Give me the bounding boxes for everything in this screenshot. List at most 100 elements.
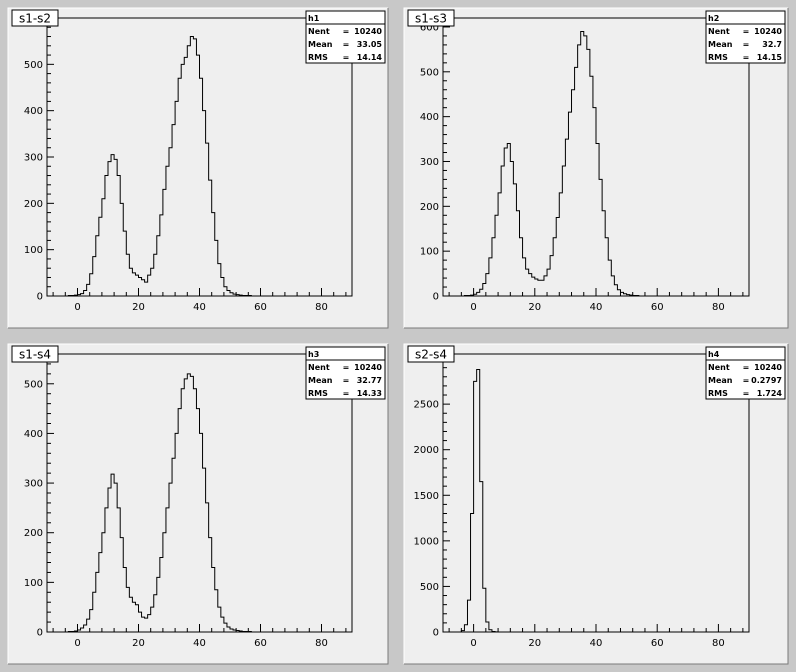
y-tick-label: 300 [420,157,439,168]
pad-bevel-dark [8,8,389,329]
x-tick-label: 80 [712,302,725,313]
y-tick-label: 400 [420,112,439,123]
stats-row-value: 14.33 [357,389,382,398]
pad-bevel-dark [404,8,789,329]
stats-row-label: Mean [708,376,733,385]
stats-box: h3 Nent = 10240 Mean = 32.77 RMS = 14.33 [305,346,386,400]
stats-row-equals: = [743,389,750,398]
x-tick-label: 20 [528,302,541,313]
y-tick-label: 100 [24,245,43,256]
histogram-line [460,368,499,633]
y-tick-label: 0 [433,292,439,303]
y-tick-label: 1500 [414,491,439,502]
stats-row-value: 1.724 [757,389,783,398]
stats-box-frame [705,10,786,64]
y-tick-label: 200 [24,199,43,210]
x-tick-label: 60 [254,302,267,313]
x-tick-label: 40 [193,638,206,649]
stats-row-equals: = [343,389,350,398]
y-tick-label: 2500 [414,400,439,411]
stats-row-equals: = [343,376,350,385]
histogram-title: s1-s4 [19,348,51,362]
stats-row-equals: = [343,53,350,62]
y-tick-label: 0 [37,292,43,303]
x-tick-label: 40 [193,302,206,313]
x-tick-label: 60 [254,638,267,649]
title-box: s2-s4 [407,345,455,363]
title-box-frame [11,345,59,363]
pad-s1-s2: 0 100 200 300 400 500 0 20 40 60 80 s1-s2 h1 Nent = 102… [7,7,389,329]
stats-box: h4 Nent = 10240 Mean = 0.2797 RMS = 1.724 [705,346,786,400]
title-box-frame [407,9,455,27]
y-tick-label: 1000 [414,536,439,547]
stats-row-equals: = [743,53,750,62]
stats-row-value: 33.05 [357,40,383,49]
x-tick-label: 80 [315,638,328,649]
stats-row-label: Mean [308,376,333,385]
y-tick-label: 100 [420,247,439,258]
y-tick-label: 400 [24,106,43,117]
x-tick-label: 0 [470,302,476,313]
x-tick-label: 0 [74,638,80,649]
x-tick-label: 60 [651,302,664,313]
stats-name: h2 [708,14,719,23]
x-tick-label: 80 [315,302,328,313]
stats-row-value: 14.14 [357,53,383,62]
stats-box-frame [705,346,786,400]
stats-row-label: Nent [708,363,730,372]
stats-box-frame [305,10,386,64]
stats-box: h2 Nent = 10240 Mean = 32.7 RMS = 14.15 [705,10,786,64]
stats-row-equals: = [743,376,750,385]
pad-bevel-light [403,343,788,664]
stats-row-label: RMS [708,53,728,62]
stats-row-label: RMS [308,53,328,62]
pad-bevel-light [7,7,388,328]
x-tick-label: 40 [590,638,603,649]
stats-row-equals: = [743,363,750,372]
histogram-title: s1-s2 [19,12,51,26]
histogram-title: s1-s3 [415,12,447,26]
stats-name: h3 [308,350,319,359]
stats-box-frame [305,346,386,400]
stats-row-value: 0.2797 [751,376,782,385]
title-box: s1-s4 [11,345,59,363]
stats-box: h1 Nent = 10240 Mean = 33.05 RMS = 14.14 [305,10,386,64]
histogram-title: s2-s4 [415,348,447,362]
stats-name: h1 [308,14,320,23]
stats-row-value: 32.77 [357,376,382,385]
y-tick-label: 200 [420,202,439,213]
stats-row-equals: = [343,27,350,36]
y-tick-label: 500 [420,582,439,593]
pad-s1-s4: 0 100 200 300 400 500 0 20 40 60 80 s1-s4 h3 Nent = 102… [7,343,389,665]
title-box-frame [11,9,59,27]
pad-bevel-light [403,7,788,328]
stats-row-label: Nent [708,27,730,36]
stats-row-label: Nent [308,363,330,372]
y-tick-label: 200 [24,528,43,539]
x-tick-label: 80 [712,638,725,649]
stats-row-equals: = [743,27,750,36]
title-box: s1-s3 [407,9,455,27]
pad-bevel-light [7,343,388,664]
histogram-line [67,373,252,633]
stats-row-label: Mean [708,40,733,49]
x-tick-label: 0 [74,302,80,313]
stats-row-label: Nent [308,27,330,36]
x-tick-label: 40 [590,302,603,313]
stats-row-equals: = [343,363,350,372]
pad-s1-s3: 0 100 200 300 400 500 600 0 20 40 60 80 s1-s3 h2 Nent =… [403,7,789,329]
y-tick-label: 500 [24,60,43,71]
stats-row-value: 14.15 [757,53,783,62]
y-tick-label: 2000 [414,445,439,456]
stats-name: h4 [708,350,720,359]
y-tick-label: 300 [24,479,43,490]
pad-bevel-dark [404,344,789,665]
title-box: s1-s2 [11,9,59,27]
stats-row-equals: = [743,40,750,49]
y-tick-label: 500 [24,379,43,390]
y-tick-label: 300 [24,153,43,164]
x-tick-label: 0 [470,638,476,649]
x-tick-label: 60 [651,638,664,649]
histogram-line [463,30,640,297]
